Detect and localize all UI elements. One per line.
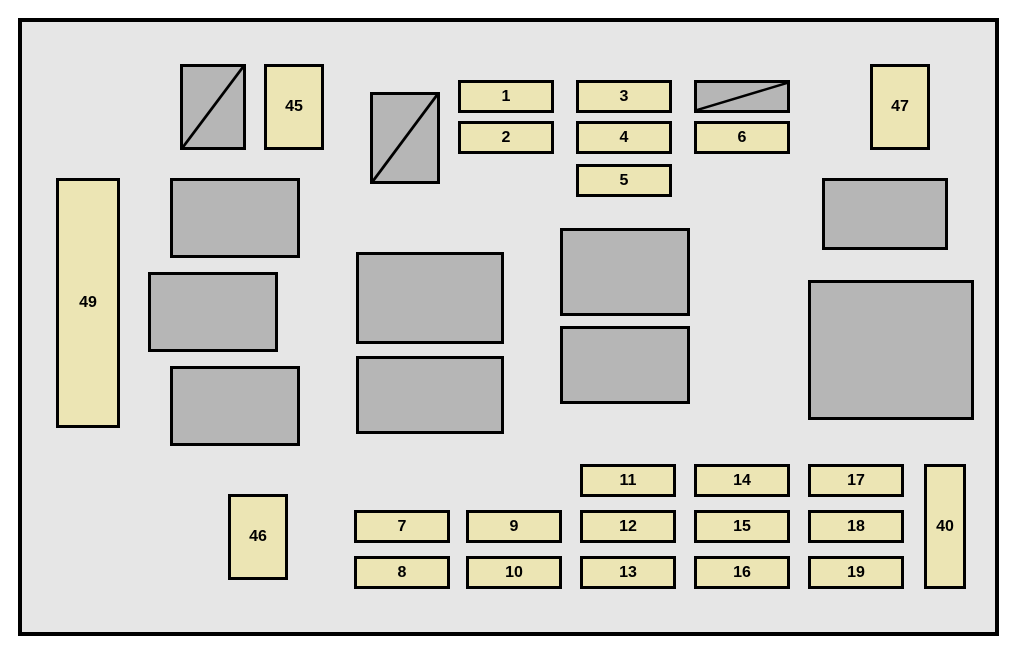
fuse-slot-6: 6 xyxy=(694,121,790,154)
fuse-slot-40: 40 xyxy=(924,464,966,589)
box-label: 1 xyxy=(502,88,511,106)
relay-slot-8 xyxy=(822,178,948,250)
fuse-slot-47: 47 xyxy=(870,64,930,150)
box-label: 2 xyxy=(502,129,511,147)
box-label: 12 xyxy=(619,518,637,536)
fuse-slot-2: 2 xyxy=(458,121,554,154)
fuse-slot-17: 17 xyxy=(808,464,904,497)
box-label: 16 xyxy=(733,564,751,582)
fuse-slot-11: 11 xyxy=(580,464,676,497)
empty-slot-3 xyxy=(694,80,790,113)
relay-slot-9 xyxy=(808,280,974,420)
relay-slot-4 xyxy=(356,252,504,344)
box-label: 10 xyxy=(505,564,523,582)
fuse-slot-49: 49 xyxy=(56,178,120,428)
relay-slot-1 xyxy=(170,178,300,258)
box-label: 18 xyxy=(847,518,865,536)
box-label: 13 xyxy=(619,564,637,582)
box-label: 47 xyxy=(891,98,909,116)
box-label: 19 xyxy=(847,564,865,582)
slash-icon xyxy=(697,83,787,110)
fuse-slot-1: 1 xyxy=(458,80,554,113)
fuse-slot-15: 15 xyxy=(694,510,790,543)
box-label: 6 xyxy=(738,129,747,147)
fuse-slot-9: 9 xyxy=(466,510,562,543)
box-label: 3 xyxy=(620,88,629,106)
relay-slot-3 xyxy=(170,366,300,446)
fuse-slot-45: 45 xyxy=(264,64,324,150)
box-label: 8 xyxy=(398,564,407,582)
box-label: 49 xyxy=(79,294,97,312)
fuse-slot-14: 14 xyxy=(694,464,790,497)
fuse-slot-13: 13 xyxy=(580,556,676,589)
fuse-slot-5: 5 xyxy=(576,164,672,197)
box-label: 5 xyxy=(620,172,629,190)
relay-slot-6 xyxy=(560,228,690,316)
fuse-slot-16: 16 xyxy=(694,556,790,589)
box-label: 4 xyxy=(620,129,629,147)
fuse-slot-19: 19 xyxy=(808,556,904,589)
relay-slot-5 xyxy=(356,356,504,434)
fuse-slot-46: 46 xyxy=(228,494,288,580)
box-label: 14 xyxy=(733,472,751,490)
box-label: 17 xyxy=(847,472,865,490)
fuse-slot-12: 12 xyxy=(580,510,676,543)
fuse-slot-18: 18 xyxy=(808,510,904,543)
box-label: 9 xyxy=(510,518,519,536)
relay-slot-2 xyxy=(148,272,278,352)
fuse-slot-8: 8 xyxy=(354,556,450,589)
box-label: 7 xyxy=(398,518,407,536)
box-label: 40 xyxy=(936,518,954,536)
fuse-slot-3: 3 xyxy=(576,80,672,113)
empty-slot-2 xyxy=(370,92,440,184)
diagram-canvas: 454712345649467891011121314151617181940 xyxy=(0,0,1017,654)
fuse-slot-10: 10 xyxy=(466,556,562,589)
fuse-slot-4: 4 xyxy=(576,121,672,154)
slash-icon xyxy=(373,95,437,181)
box-label: 46 xyxy=(249,528,267,546)
fuse-slot-7: 7 xyxy=(354,510,450,543)
empty-slot-1 xyxy=(180,64,246,150)
box-label: 15 xyxy=(733,518,751,536)
box-label: 11 xyxy=(620,472,637,490)
box-label: 45 xyxy=(285,98,303,116)
relay-slot-7 xyxy=(560,326,690,404)
slash-icon xyxy=(183,67,243,147)
